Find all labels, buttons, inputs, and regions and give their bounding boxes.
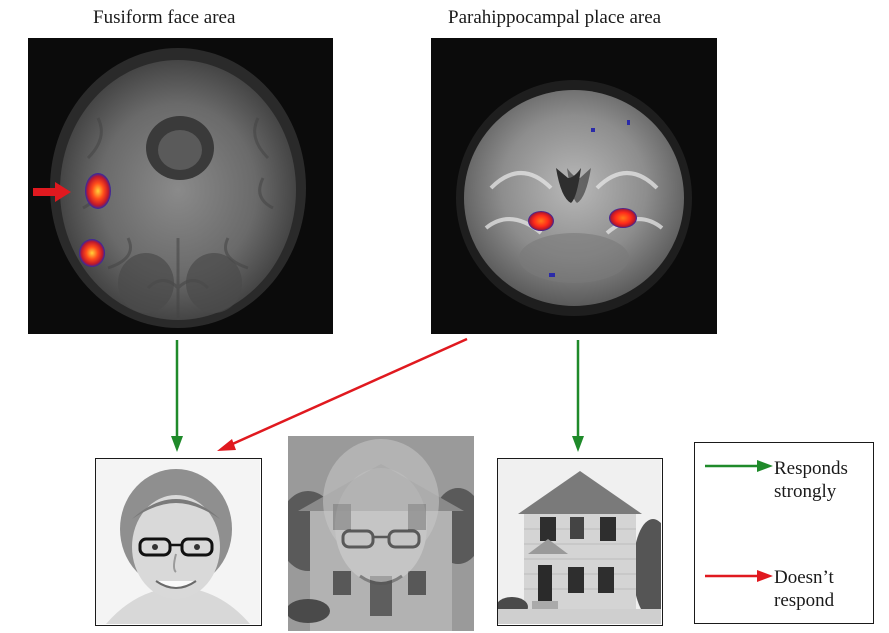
- fusiform-face-area-title: Fusiform face area: [93, 7, 236, 28]
- ppa-activation-right: [609, 208, 637, 228]
- responds-strongly-label: Responds strongly: [774, 457, 848, 503]
- responds-strongly-line1: Responds: [774, 458, 848, 479]
- parahippocampal-place-area-title: Parahippocampal place area: [448, 7, 662, 28]
- face-house-overlay-stimulus: [288, 436, 474, 631]
- legend: [694, 442, 874, 624]
- parahippocampal-brain-scan: [431, 38, 717, 334]
- doesnt-respond-line1: Doesn’t: [774, 567, 834, 588]
- responds-strongly-line2: strongly: [774, 481, 837, 502]
- ppa-to-face-arrow: [227, 337, 468, 448]
- face-stimulus: [95, 458, 262, 626]
- doesnt-respond-line2: respond: [774, 590, 835, 611]
- ffa-pointer-arrow-icon: [33, 182, 71, 202]
- doesnt-respond-label: Doesn’t respond: [774, 566, 834, 612]
- fusiform-brain-scan: [28, 38, 333, 334]
- ffa-activation-lower: [79, 239, 105, 267]
- house-stimulus: [497, 458, 663, 626]
- responds-strongly-legend-arrow-icon: [705, 460, 773, 472]
- ffa-activation-upper: [85, 173, 111, 209]
- ppa-activation-left: [528, 211, 554, 231]
- doesnt-respond-legend-arrow-icon: [705, 570, 773, 582]
